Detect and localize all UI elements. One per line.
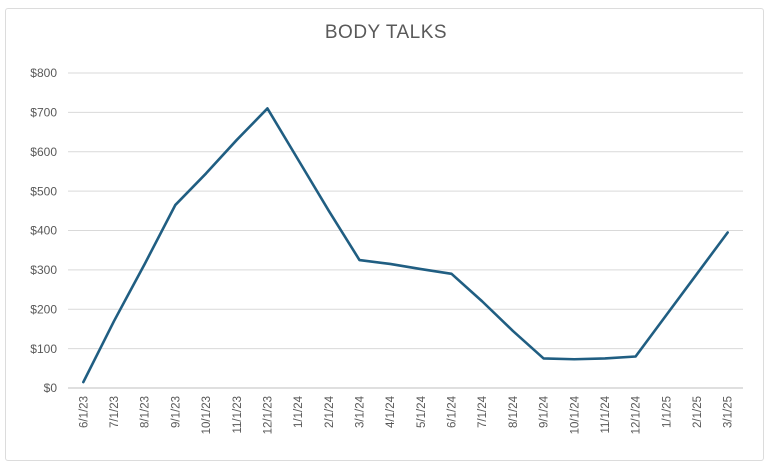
x-tick-label: 10/1/24 xyxy=(569,395,581,434)
x-tick-label: 9/1/23 xyxy=(170,396,182,428)
x-tick-label: 1/1/25 xyxy=(661,396,673,428)
series-line xyxy=(82,107,729,384)
x-tick-label: 7/1/23 xyxy=(109,396,121,428)
x-tick-label: 8/1/24 xyxy=(508,395,520,428)
x-tick-label: 5/1/24 xyxy=(416,395,428,428)
x-tick-label: 6/1/24 xyxy=(447,395,459,428)
y-tick-label: $800 xyxy=(30,66,57,80)
x-tick-label: 2/1/25 xyxy=(692,396,704,428)
x-tick-label: 10/1/23 xyxy=(201,396,213,434)
y-tick-label: $300 xyxy=(30,263,57,277)
x-tick-label: 1/1/24 xyxy=(293,395,305,428)
chart-frame[interactable] xyxy=(5,8,764,461)
chart-title: BODY TALKS xyxy=(324,22,448,43)
y-tick-label: $100 xyxy=(30,342,57,356)
x-tick-label: 2/1/24 xyxy=(324,395,336,428)
x-tick-label: 11/1/23 xyxy=(232,396,244,434)
y-tick-label: $0 xyxy=(44,381,58,395)
x-tick-label: 6/1/23 xyxy=(78,396,90,428)
x-tick-label: 12/1/24 xyxy=(631,395,643,434)
x-tick-label: 4/1/24 xyxy=(385,395,397,428)
x-tick-label: 9/1/24 xyxy=(539,395,551,428)
y-tick-label: $400 xyxy=(30,224,57,238)
x-tick-label: 11/1/24 xyxy=(600,395,612,433)
x-tick-label: 12/1/23 xyxy=(262,396,274,434)
y-tick-label: $700 xyxy=(30,106,57,120)
x-tick-label: 3/1/25 xyxy=(723,396,735,428)
x-tick-label: 3/1/24 xyxy=(355,395,367,428)
y-tick-label: $200 xyxy=(30,302,57,316)
y-tick-label: $600 xyxy=(30,145,57,159)
x-tick-label: 8/1/23 xyxy=(140,396,152,428)
x-tick-label: 7/1/24 xyxy=(477,395,489,428)
y-tick-label: $500 xyxy=(30,184,57,198)
